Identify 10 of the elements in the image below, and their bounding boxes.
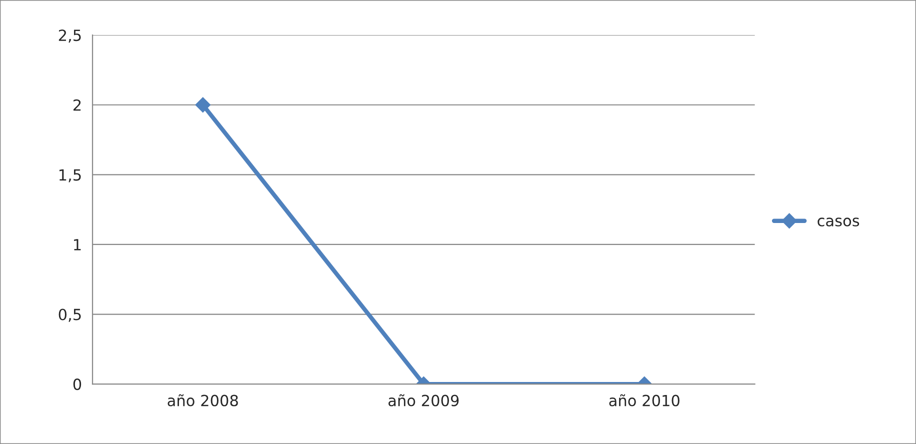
- y-tick-label: 2,5: [58, 30, 81, 43]
- y-tick-label: 0,5: [58, 308, 81, 322]
- y-tick-label: 1: [74, 239, 81, 250]
- legend-label: casos: [818, 218, 860, 226]
- x-tick-label: año 2008: [168, 394, 238, 406]
- y-tick-label: 0: [73, 378, 82, 390]
- y-tick-label: 2: [74, 99, 81, 111]
- x-tick-label: año 2010: [609, 394, 680, 406]
- y-tick-label: 1,5: [59, 169, 81, 182]
- x-tick-label: año 2009: [388, 394, 459, 406]
